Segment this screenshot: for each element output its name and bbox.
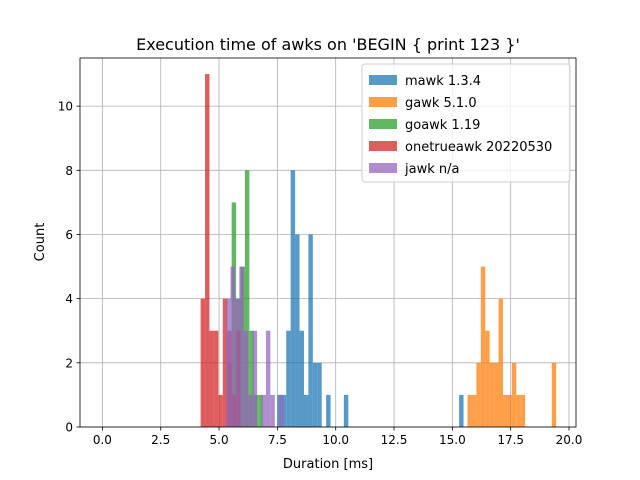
x-axis-ticks: 0.0 2.5 5.0 7.5 10.0 12.5 15.0 17.5 20.0 bbox=[93, 427, 583, 447]
histogram-bar bbox=[312, 362, 318, 427]
y-tick-label: 4 bbox=[65, 292, 73, 306]
histogram-bars bbox=[200, 74, 557, 427]
histogram-bar bbox=[317, 362, 322, 427]
histogram-bar bbox=[502, 394, 508, 427]
legend-label: jawk n/a bbox=[404, 162, 459, 177]
histogram-bar bbox=[205, 74, 210, 427]
y-tick-label: 10 bbox=[58, 100, 73, 114]
y-axis-ticks: 0 2 4 6 8 10 bbox=[58, 100, 80, 435]
x-tick-label: 0.0 bbox=[93, 433, 112, 447]
histogram-bar bbox=[476, 362, 481, 427]
histogram-bar bbox=[295, 234, 300, 427]
x-tick-label: 15.0 bbox=[439, 433, 466, 447]
x-tick-label: 17.5 bbox=[497, 433, 524, 447]
histogram-bar bbox=[290, 170, 296, 427]
legend-label: onetrueawk 20220530 bbox=[405, 140, 552, 155]
y-tick-label: 6 bbox=[65, 228, 73, 242]
histogram-bar bbox=[200, 298, 206, 427]
y-tick-label: 8 bbox=[65, 164, 73, 178]
legend-box bbox=[361, 63, 571, 183]
histogram-bar bbox=[551, 362, 557, 427]
legend-swatch bbox=[369, 97, 397, 107]
y-tick-label: 2 bbox=[65, 356, 73, 370]
histogram-bar bbox=[213, 330, 219, 427]
histogram-bar bbox=[308, 234, 313, 427]
legend-label: gawk 5.1.0 bbox=[405, 96, 477, 111]
legend: mawk 1.3.4 gawk 5.1.0 goawk 1.19 onetrueawk… bbox=[361, 63, 571, 183]
histogram-bar bbox=[258, 394, 263, 427]
legend-swatch bbox=[369, 163, 397, 173]
histogram-bar bbox=[244, 170, 250, 427]
histogram-bar bbox=[480, 266, 486, 427]
histogram-bar bbox=[252, 330, 258, 427]
x-axis-label: Duration [ms] bbox=[283, 457, 373, 472]
histogram-bar bbox=[343, 394, 349, 427]
x-tick-label: 10.0 bbox=[322, 433, 349, 447]
histogram-bar bbox=[303, 394, 309, 427]
histogram-bar bbox=[485, 330, 490, 427]
histogram-bar bbox=[243, 330, 249, 427]
x-tick-label: 12.5 bbox=[381, 433, 408, 447]
histogram-bar bbox=[249, 330, 254, 427]
series-1-bars bbox=[467, 266, 557, 427]
histogram-bar bbox=[498, 298, 503, 427]
histogram-bar bbox=[471, 394, 477, 427]
histogram-bar bbox=[299, 330, 304, 427]
histogram-bar bbox=[516, 394, 521, 427]
histogram-bar bbox=[511, 362, 517, 427]
histogram-bar bbox=[230, 266, 235, 427]
histogram-bar bbox=[279, 394, 284, 427]
histogram-bar bbox=[326, 394, 331, 427]
x-tick-label: 5.0 bbox=[210, 433, 229, 447]
histogram-bar bbox=[467, 394, 472, 427]
histogram-bar bbox=[248, 394, 253, 427]
histogram-bar bbox=[222, 298, 228, 427]
histogram-bar bbox=[281, 394, 287, 427]
histogram-bar bbox=[489, 362, 495, 427]
histogram-bar bbox=[494, 362, 499, 427]
x-tick-label: 2.5 bbox=[151, 433, 170, 447]
histogram-bar bbox=[507, 394, 512, 427]
legend-swatch bbox=[369, 75, 397, 85]
chart-title: Execution time of awks on 'BEGIN { print… bbox=[136, 35, 520, 54]
histogram-bar bbox=[520, 394, 526, 427]
histogram-bar bbox=[234, 298, 240, 427]
plot-area-frame bbox=[79, 57, 577, 428]
histogram-bar bbox=[286, 330, 291, 427]
histogram-bar bbox=[218, 394, 223, 427]
legend-label: goawk 1.19 bbox=[405, 118, 480, 133]
legend-swatch bbox=[369, 119, 397, 129]
y-tick-label: 0 bbox=[65, 421, 73, 435]
histogram-bar bbox=[265, 330, 271, 427]
histogram-bar bbox=[239, 266, 244, 427]
legend-swatch bbox=[369, 141, 397, 151]
histogram-bar bbox=[226, 298, 231, 427]
legend-label: mawk 1.3.4 bbox=[405, 74, 481, 89]
histogram-bar bbox=[261, 394, 266, 427]
histogram-bar bbox=[270, 394, 275, 427]
x-tick-label: 7.5 bbox=[268, 433, 287, 447]
y-axis-label: Count bbox=[33, 223, 48, 262]
series-4-bars bbox=[226, 266, 284, 427]
x-tick-label: 20.0 bbox=[556, 433, 583, 447]
histogram-bar bbox=[209, 330, 214, 427]
histogram-bar bbox=[459, 394, 464, 427]
